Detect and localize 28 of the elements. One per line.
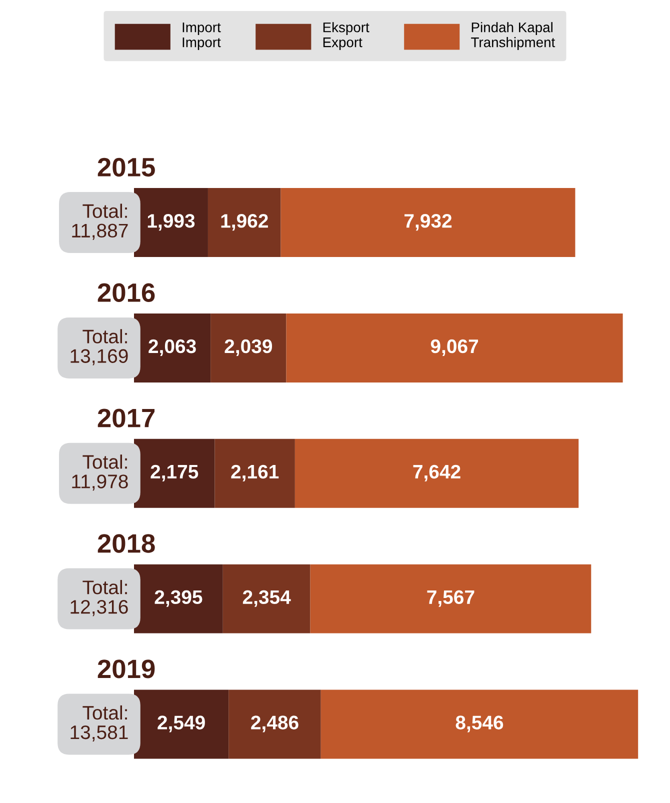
y-tick-label: 2019	[98, 660, 155, 678]
legend-label: Pindah Kapal Transhipment	[471, 22, 556, 50]
y-tick-label: 2016	[98, 283, 155, 302]
data-label: 2,039	[224, 339, 272, 356]
data-label: 2,486	[251, 716, 298, 732]
data-label: 1,962	[221, 214, 268, 231]
y-tick-label: 2018	[98, 534, 155, 553]
data-label: 8,546	[456, 716, 504, 732]
y-tick-label: 2015	[98, 158, 155, 177]
legend-label: Eksport Export	[323, 22, 370, 50]
data-label: 9,067	[430, 339, 478, 356]
data-label: 2,549	[158, 716, 205, 732]
data-label: 1,993	[148, 214, 195, 231]
data-label: 7,642	[413, 464, 460, 482]
legend-label: Import Import	[182, 22, 221, 50]
data-label: 2,161	[231, 464, 279, 482]
data-label: 7,567	[427, 590, 474, 607]
data-label: 2,395	[154, 590, 202, 607]
total-label: Total: 12,316	[70, 580, 128, 616]
data-label: 2,063	[148, 339, 196, 356]
data-label: 7,932	[404, 214, 452, 231]
total-label: Total: 13,169	[70, 329, 128, 366]
y-tick-label: 2017	[98, 408, 154, 428]
total-label: Total: 13,581	[70, 705, 128, 742]
data-label: 2,175	[150, 464, 198, 482]
total-label: Total: 11,978	[72, 454, 128, 491]
total-label: Total: 11,887	[72, 204, 128, 240]
data-label: 2,354	[242, 590, 291, 607]
